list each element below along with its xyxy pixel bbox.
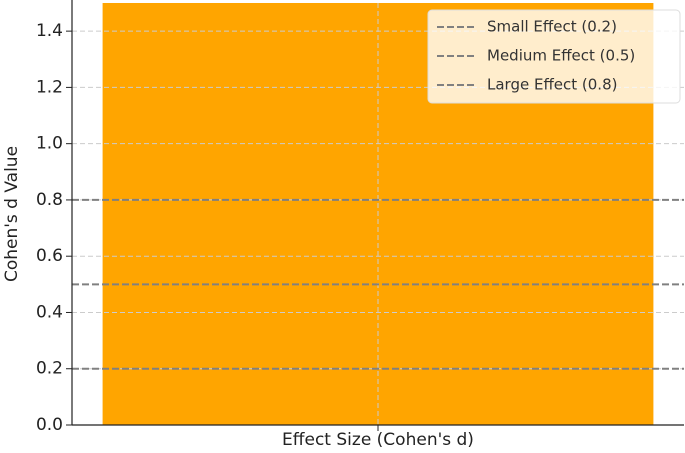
y-tick-label: 0.6 — [36, 246, 63, 266]
legend-label: Medium Effect (0.5) — [487, 47, 635, 65]
y-tick-label: 0.0 — [36, 415, 63, 435]
y-tick-label: 0.2 — [36, 359, 63, 379]
legend-label: Small Effect (0.2) — [487, 18, 617, 36]
y-tick-label: 0.8 — [36, 190, 63, 210]
y-tick-label: 0.4 — [36, 302, 63, 322]
x-axis-label: Effect Size (Cohen's d) — [282, 430, 474, 450]
legend-box — [427, 9, 681, 104]
y-tick-label: 1.2 — [36, 77, 63, 97]
legend: Small Effect (0.2) Medium Effect (0.5) Lar… — [427, 9, 681, 104]
legend-label: Large Effect (0.8) — [487, 76, 617, 94]
y-axis-label: Cohen's d Value — [2, 146, 22, 282]
y-tick-label: 1.4 — [36, 21, 63, 41]
y-tick-label: 1.0 — [36, 134, 63, 154]
